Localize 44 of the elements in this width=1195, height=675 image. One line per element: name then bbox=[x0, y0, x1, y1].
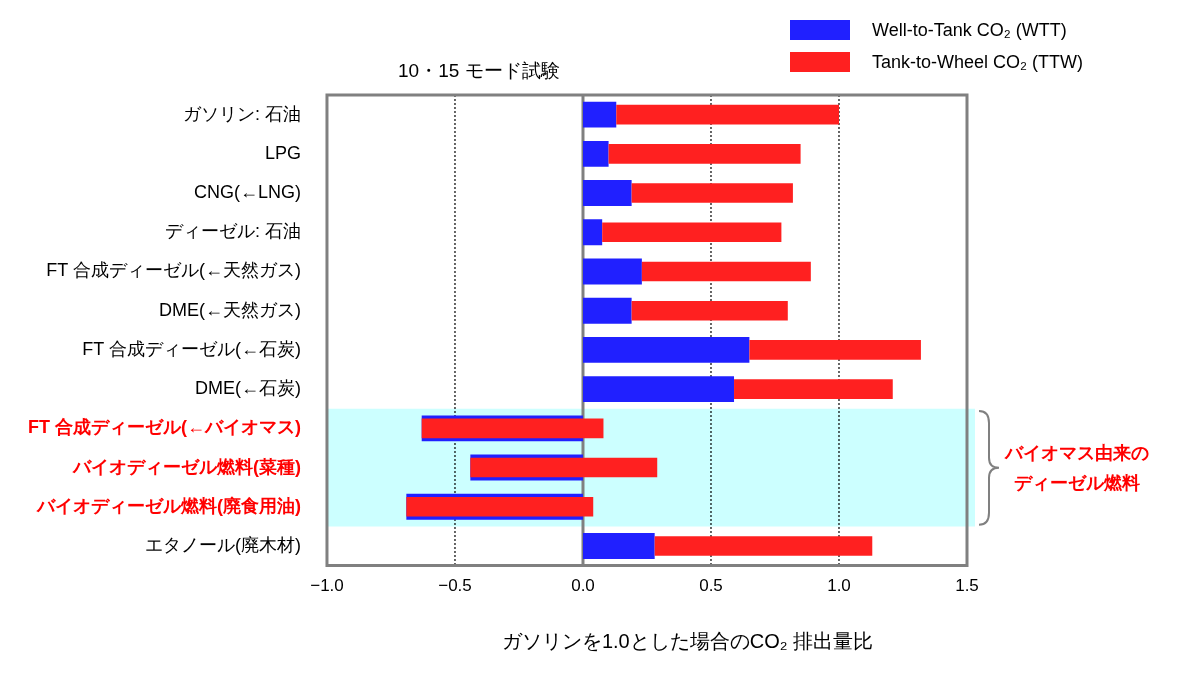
y-tick-label: FT 合成ディーゼル(←バイオマス) bbox=[28, 417, 301, 438]
x-tick-label: 1.0 bbox=[827, 576, 851, 596]
bar bbox=[582, 140, 609, 167]
bar bbox=[749, 340, 921, 360]
legend-label: Tank-to-Wheel CO₂ (TTW) bbox=[872, 51, 1083, 73]
bar bbox=[602, 222, 782, 243]
y-tick-label: エタノール(廃木材) bbox=[144, 534, 301, 555]
bar bbox=[631, 300, 788, 321]
bar bbox=[470, 457, 658, 478]
bar bbox=[582, 101, 617, 128]
x-tick-label: −1.0 bbox=[310, 576, 344, 596]
bar bbox=[641, 261, 811, 282]
y-tick-label: LPG bbox=[264, 142, 301, 163]
bar bbox=[582, 376, 735, 403]
y-tick-label: ガソリン: 石油 bbox=[182, 103, 301, 124]
bar bbox=[654, 536, 873, 556]
bar bbox=[616, 104, 839, 125]
x-tick-label: 0.0 bbox=[571, 576, 595, 596]
y-tick-label: DME(←石炭) bbox=[194, 378, 301, 399]
x-tick-label: 0.5 bbox=[699, 576, 723, 596]
bar bbox=[582, 533, 655, 559]
y-tick-label: バイオディーゼル燃料(菜種) bbox=[71, 456, 301, 477]
y-tick-label: FT 合成ディーゼル(←天然ガス) bbox=[46, 260, 301, 281]
bar bbox=[406, 496, 594, 517]
bar bbox=[582, 258, 642, 285]
band-label: バイオマス由来のディーゼル燃料 bbox=[1003, 441, 1150, 495]
x-tick-label: −0.5 bbox=[438, 576, 472, 596]
bar bbox=[608, 144, 801, 164]
bar bbox=[582, 336, 750, 363]
bar bbox=[734, 379, 893, 399]
x-tick-label: 1.5 bbox=[955, 576, 979, 596]
legend-label: Well-to-Tank CO₂ (WTT) bbox=[872, 19, 1067, 41]
y-tick-label: CNG(←LNG) bbox=[193, 182, 301, 203]
y-tick-label: DME(←天然ガス) bbox=[158, 299, 301, 320]
chart-title: 10・15 モード試験 bbox=[398, 59, 560, 83]
bar bbox=[421, 418, 604, 439]
y-tick-label: FT 合成ディーゼル(←石炭) bbox=[82, 338, 301, 359]
y-tick-label: バイオディーゼル燃料(廃食用油) bbox=[35, 495, 301, 516]
bar bbox=[631, 183, 793, 203]
y-tick-label: ディーゼル: 石油 bbox=[164, 221, 301, 242]
bar bbox=[582, 180, 632, 206]
x-axis-title: ガソリンを1.0とした場合のCO₂ 排出量比 bbox=[500, 629, 875, 654]
bar bbox=[582, 219, 603, 246]
bar bbox=[582, 297, 632, 324]
